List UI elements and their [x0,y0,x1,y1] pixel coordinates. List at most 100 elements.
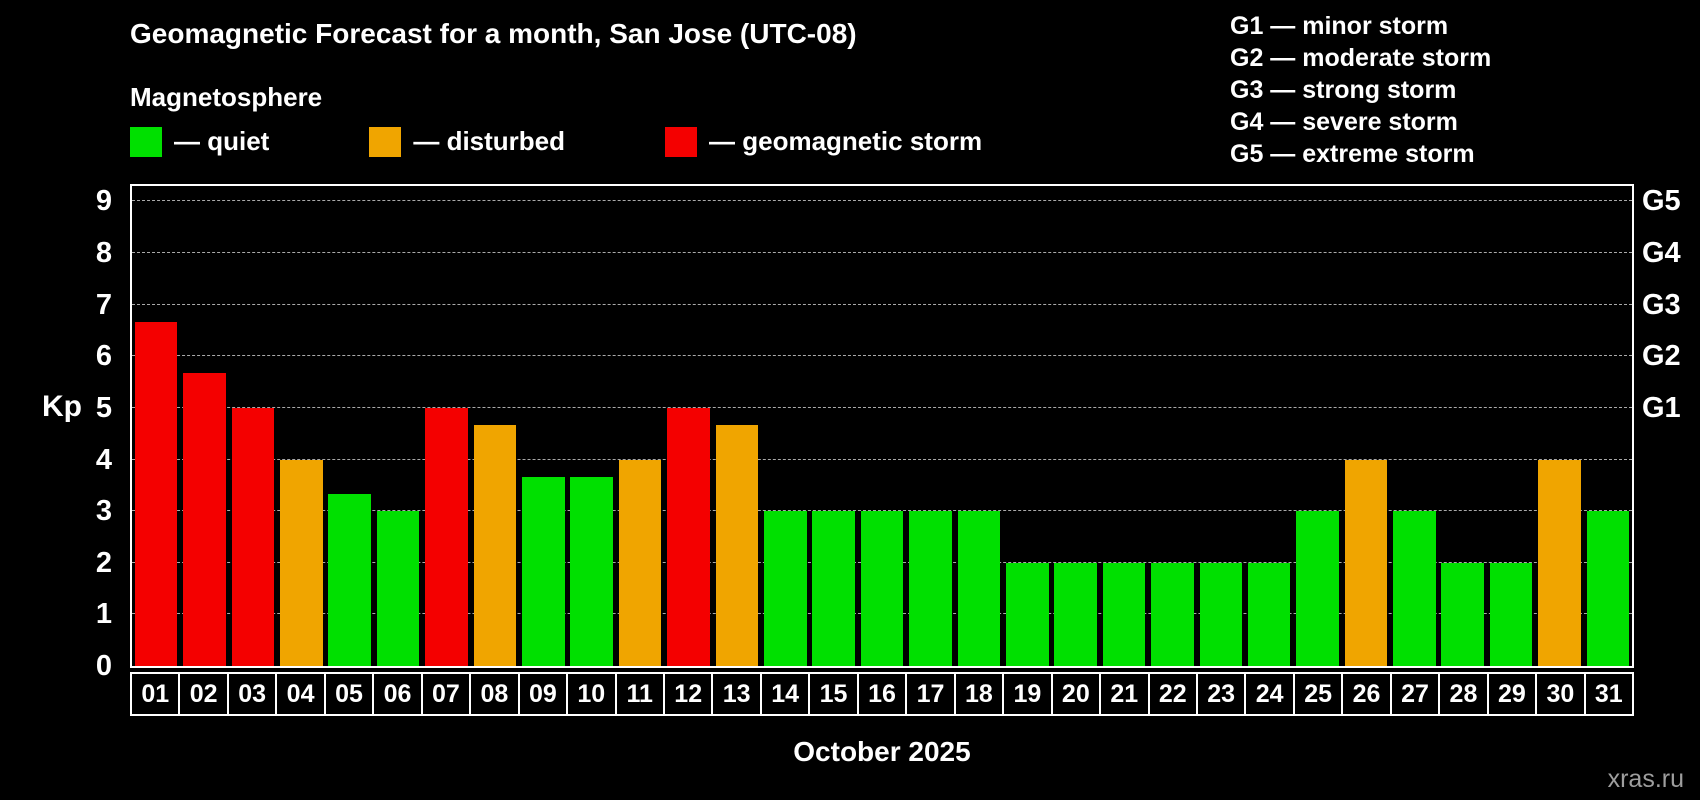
gridline-kp-9 [132,200,1632,202]
day-label-06: 06 [372,672,423,716]
gridline-kp-4 [132,458,1632,460]
bar-slot-13 [713,186,761,666]
day-label-29: 29 [1486,672,1538,716]
watermark: xras.ru [1607,765,1684,793]
legend-label-storm: — geomagnetic storm [709,126,983,156]
bar-slot-27 [1390,186,1438,666]
storm-scale-g4: G4 — severe storm [1230,108,1458,136]
day-label-04: 04 [275,672,326,716]
bar-day-22 [1151,562,1194,666]
y-axis-title: Kp [42,390,82,423]
legend-item-quiet: — quiet [130,126,269,157]
bar-day-25 [1296,511,1339,666]
bar-slot-01 [132,186,180,666]
day-label-16: 16 [856,672,908,716]
bar-day-12 [667,407,710,666]
gridline-kp-6 [132,355,1632,357]
bar-slot-23 [1197,186,1245,666]
bar-slot-08 [471,186,519,666]
day-label-01: 01 [130,672,181,716]
day-label-15: 15 [808,672,859,716]
bar-day-05 [328,494,372,666]
day-label-27: 27 [1389,672,1441,716]
bar-slot-05 [326,186,374,666]
bar-slot-28 [1439,186,1487,666]
bar-slot-30 [1535,186,1583,666]
day-label-17: 17 [905,672,956,716]
day-label-05: 05 [323,672,375,716]
bar-slot-04 [277,186,325,666]
bar-slot-18 [955,186,1003,666]
g-scale-label-g5: G5 [1642,185,1681,218]
day-label-10: 10 [566,672,617,716]
day-label-26: 26 [1341,672,1392,716]
bar-day-18 [957,511,1001,666]
x-axis-title: October 2025 [793,736,971,767]
bar-day-29 [1489,562,1533,666]
day-label-08: 08 [469,672,520,716]
storm-color-swatch [665,126,698,157]
bar-day-16 [860,511,904,666]
day-label-02: 02 [178,672,229,716]
storm-scale-g5: G5 — extreme storm [1230,140,1475,168]
y-tick-label-2: 2 [95,546,112,579]
bar-day-04 [280,459,323,666]
bar-day-11 [618,459,662,666]
bar-day-28 [1441,562,1485,666]
g-scale-label-g2: G2 [1642,340,1681,373]
bar-slot-07 [422,186,470,666]
bar-day-27 [1393,511,1436,666]
bar-day-19 [1005,562,1049,666]
day-label-09: 09 [517,672,569,716]
day-label-13: 13 [711,672,762,716]
disturbed-color-swatch [369,126,402,157]
bar-day-10 [570,476,613,666]
bar-day-24 [1247,562,1291,666]
bar-slot-20 [1051,186,1099,666]
day-label-07: 07 [420,672,472,716]
bar-slot-15 [809,186,857,666]
chart-title: Geomagnetic Forecast for a month, San Jo… [130,18,857,49]
day-label-23: 23 [1195,672,1247,716]
day-label-28: 28 [1438,672,1489,716]
bar-slot-02 [180,186,228,666]
storm-scale-g2: G2 — moderate storm [1230,44,1492,72]
legend-item-storm: — geomagnetic storm [665,126,982,157]
day-label-03: 03 [226,672,278,716]
day-label-21: 21 [1099,672,1150,716]
bar-day-23 [1199,562,1243,666]
y-tick-label-3: 3 [95,495,112,528]
y-tick-label-1: 1 [95,598,112,631]
y-tick-label-4: 4 [95,443,112,476]
bar-slot-03 [229,186,277,666]
gridline-kp-8 [132,252,1632,254]
day-label-24: 24 [1244,672,1295,716]
day-label-31: 31 [1583,672,1635,716]
bar-slot-06 [374,186,422,666]
bar-slot-31 [1584,186,1632,666]
bar-day-07 [425,407,468,666]
bar-slot-29 [1487,186,1535,666]
g-scale-label-g4: G4 [1642,237,1681,270]
y-tick-label-5: 5 [95,391,112,424]
y-tick-label-7: 7 [95,288,112,321]
bar-day-06 [376,511,420,666]
bar-slot-14 [761,186,809,666]
bar-slot-25 [1293,186,1341,666]
bar-day-15 [812,511,855,666]
chart-subtitle: Magnetosphere [130,82,323,112]
y-tick-label-6: 6 [95,340,112,373]
bar-slot-26 [1342,186,1390,666]
day-label-14: 14 [759,672,811,716]
storm-scale-g1: G1 — minor storm [1230,12,1449,40]
bar-day-31 [1586,511,1630,666]
bar-day-14 [763,511,807,666]
gridline-kp-5 [132,406,1632,408]
day-label-30: 30 [1535,672,1586,716]
bar-day-26 [1344,459,1388,666]
day-label-11: 11 [614,672,665,716]
bar-day-01 [134,321,178,666]
bar-slot-19 [1003,186,1051,666]
quiet-color-swatch [130,126,162,157]
bar-day-09 [522,476,565,666]
